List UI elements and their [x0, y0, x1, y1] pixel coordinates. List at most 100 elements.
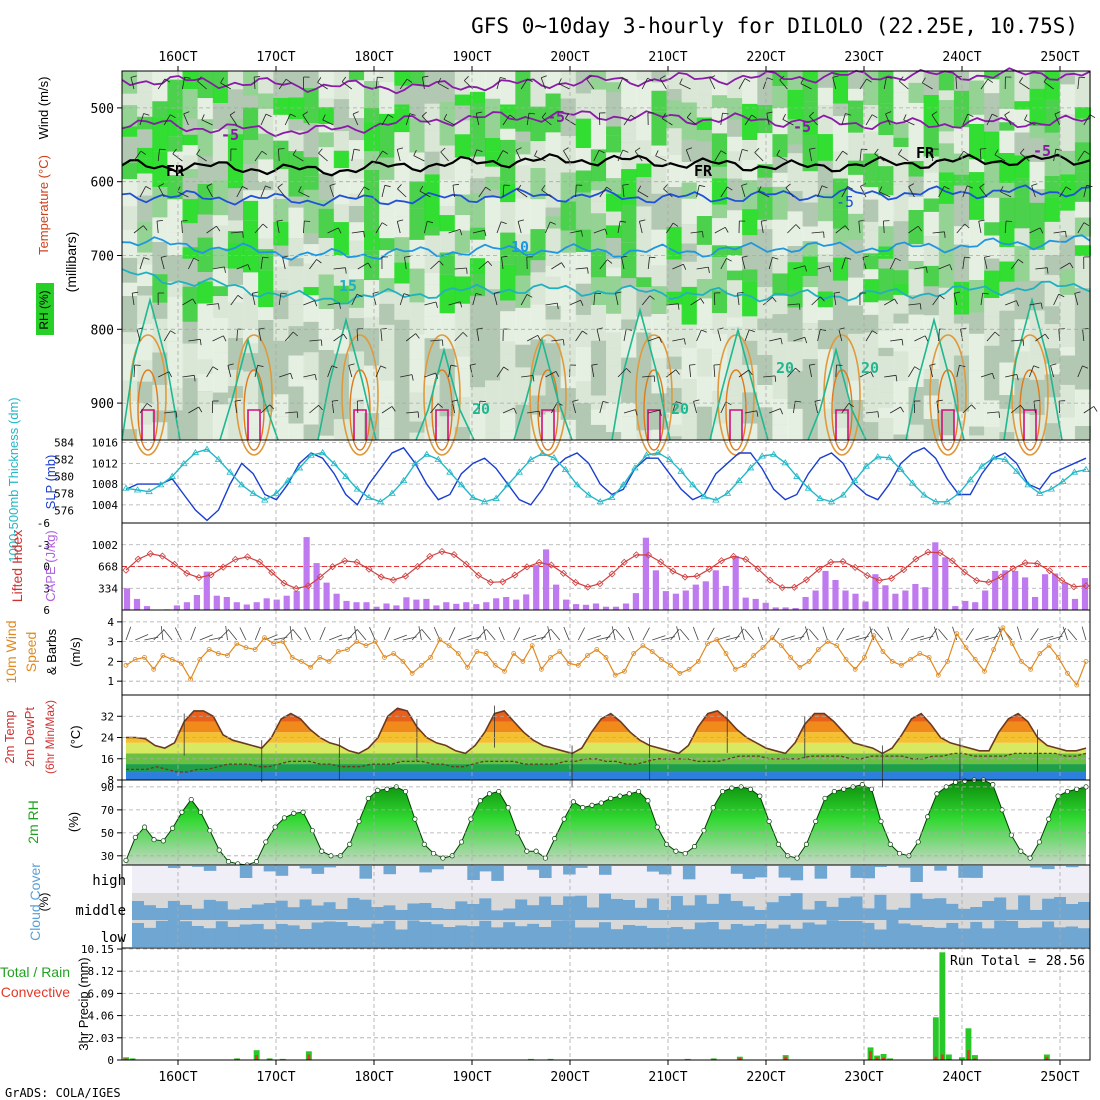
- wind-barb-flag: [292, 149, 297, 156]
- wind-speed-point: [271, 641, 277, 646]
- cloud-gap: [443, 920, 456, 927]
- rh-cell: [772, 332, 789, 365]
- rh-cell: [167, 199, 184, 233]
- wind-barb: [693, 401, 697, 414]
- wind-barb: [811, 296, 821, 306]
- thickness-point: [746, 464, 755, 471]
- rh-cell: [636, 140, 653, 164]
- cloud-cell: [395, 909, 408, 920]
- wind-speed-point: [612, 672, 618, 678]
- wind-barb-flag: [795, 367, 801, 373]
- isotherm-20: [317, 316, 377, 441]
- rh-cell: [1029, 202, 1046, 240]
- wind-barb: [430, 339, 443, 342]
- rh-cell: [364, 121, 381, 152]
- cloud-gap: [826, 893, 839, 907]
- cloud-gap: [730, 893, 744, 901]
- rh-cell: [137, 402, 154, 425]
- rh-cell: [439, 117, 456, 146]
- slp-axis-label: SLP (mb): [43, 455, 58, 510]
- wind-barb-flag: [702, 231, 704, 238]
- rh-cell: [832, 314, 849, 351]
- rh-cell: [303, 412, 320, 425]
- cape-bar: [852, 593, 859, 610]
- wind-barb-flag: [484, 230, 487, 237]
- wind-barb-flag: [296, 411, 299, 418]
- rh-cell: [469, 137, 486, 157]
- rh-cell: [651, 314, 668, 349]
- wind-speed-point: [1055, 655, 1061, 660]
- rh-cell: [923, 95, 940, 127]
- wind-barb-flag: [404, 255, 411, 258]
- surface-wind-barb: [887, 626, 893, 641]
- surface-wind-barb: [1062, 626, 1068, 641]
- cloud-cell: [862, 922, 875, 947]
- cloud-gap: [215, 893, 229, 902]
- cloud-gap: [575, 920, 588, 928]
- precip-tick-label: 2.03: [88, 1032, 115, 1045]
- rh-cell: [379, 208, 396, 239]
- thickness-point: [261, 496, 269, 503]
- rh-cell: [938, 269, 955, 288]
- thickness-point: [943, 498, 951, 505]
- cape-bar: [1002, 570, 1009, 610]
- lifted-index-axis-label: Lifted Index: [9, 530, 25, 602]
- wind-barb: [520, 294, 528, 306]
- rh-cell: [969, 370, 986, 407]
- wind-barb: [181, 220, 183, 234]
- rh-cell: [454, 252, 471, 277]
- rh-cell: [984, 222, 1001, 236]
- wind-barb: [593, 150, 600, 162]
- wind-speed-point: [252, 647, 258, 652]
- thickness-point: [885, 454, 894, 461]
- isotherm-25: [929, 334, 967, 456]
- wind-barb-flag: [363, 231, 365, 238]
- cloud-cell: [599, 893, 612, 920]
- wind-barb: [496, 366, 504, 378]
- lifted-index-point: [730, 552, 738, 560]
- rh-cell: [681, 348, 698, 380]
- cloud-gap: [155, 920, 169, 921]
- lifted-index-point: [474, 571, 482, 579]
- cape-bar: [143, 606, 151, 610]
- wind-barb-flag: [372, 291, 379, 294]
- wind-barb: [156, 221, 159, 234]
- cape-bar: [423, 598, 430, 610]
- wind-barb: [690, 298, 701, 306]
- rh-point: [319, 848, 325, 854]
- wind-barb-flag: [537, 335, 541, 341]
- wind-barb: [333, 267, 346, 270]
- rh-cell: [364, 71, 381, 81]
- lifted-index-point: [414, 562, 422, 571]
- wind-barb: [1059, 186, 1067, 198]
- lifted-index-point: [705, 565, 713, 573]
- cloud-gap: [215, 920, 229, 922]
- wind-barb: [348, 365, 353, 378]
- rh-cell: [938, 324, 955, 351]
- rh-cell: [243, 107, 260, 141]
- wind-barb-flag: [925, 266, 928, 273]
- wind-barb: [160, 257, 165, 270]
- wind-barb: [835, 150, 843, 162]
- cloud-cell: [850, 866, 863, 878]
- rh-cell: [288, 304, 305, 327]
- wind-barb-flag: [339, 302, 341, 309]
- wind-barb: [908, 225, 919, 234]
- rh-cell: [999, 153, 1016, 183]
- rh-cell: [606, 211, 623, 226]
- lifted-index-point: [207, 571, 215, 579]
- wind-barb: [139, 257, 144, 270]
- wind-barb: [501, 257, 504, 270]
- wind-barb-flag: [229, 111, 236, 116]
- rh-cell: [1074, 334, 1091, 370]
- rh-point: [636, 788, 642, 795]
- surface-wind-barb: [1016, 626, 1022, 641]
- wind-barb: [329, 185, 334, 198]
- wind-barb: [980, 293, 984, 306]
- wind-barb: [599, 259, 608, 270]
- wind-barb: [956, 150, 965, 162]
- surface-wind-barb: [513, 627, 521, 641]
- rh-cell: [364, 170, 381, 196]
- surface-wind-barb: [757, 626, 764, 641]
